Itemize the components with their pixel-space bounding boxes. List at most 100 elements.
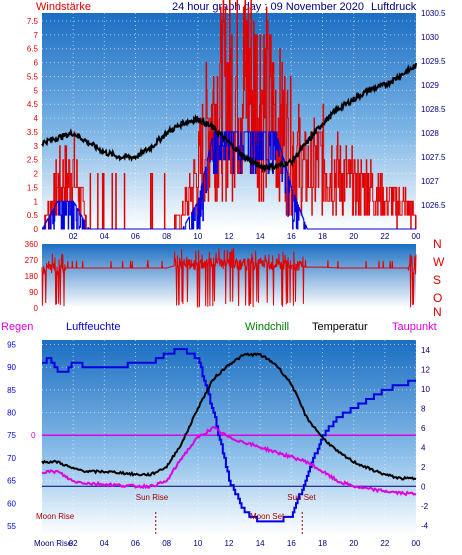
compass-label: N xyxy=(433,237,442,251)
moon-rise-label-bottom: Moon Rise xyxy=(34,539,73,548)
time-tick-label: 22 xyxy=(380,232,389,241)
windchill-label: Windchill xyxy=(245,321,289,333)
compass-label: O xyxy=(433,291,442,305)
direction-tick-label: 180 xyxy=(25,272,39,281)
wind-direction-line xyxy=(41,247,417,309)
pressure-tick-label: 1028 xyxy=(421,129,439,138)
time-tick-label: 22 xyxy=(380,539,389,548)
time-tick-label: 06 xyxy=(131,539,140,548)
time-tick-label: 04 xyxy=(100,539,109,548)
time-tick-label: 10 xyxy=(193,232,202,241)
temperature-tick-label: 4 xyxy=(421,443,426,452)
humidity-tick-label: 80 xyxy=(7,409,16,418)
time-tick-label: 14 xyxy=(256,232,265,241)
wind-tick-label: 6 xyxy=(34,59,39,68)
pressure-line xyxy=(41,62,417,174)
temperature-line xyxy=(41,352,417,481)
temperature-tick-label: -4 xyxy=(421,521,429,530)
time-tick-label: 10 xyxy=(193,539,202,548)
wind-gust-series xyxy=(42,131,416,230)
wind-tick-label: 2 xyxy=(34,170,39,179)
temperature-tick-label: 2 xyxy=(421,463,426,472)
humidity-tick-label: 95 xyxy=(7,341,16,350)
wind-tick-label: 7.5 xyxy=(27,17,39,26)
time-axis-ticks-bottom: 02 04 06 08 10 12 14 16 18 20 22 00 xyxy=(69,539,421,548)
wind-direction-plot-area xyxy=(42,244,416,308)
wind-tick-label: 3 xyxy=(34,142,39,151)
wind-tick-label: 3.5 xyxy=(27,128,39,137)
humidity-axis-ticks: 55 60 65 70 75 80 85 90 95 xyxy=(7,341,16,531)
regen-value: 0 xyxy=(31,431,36,440)
humidity-tick-label: 65 xyxy=(7,477,16,486)
moon-set-label: Moon Set xyxy=(250,512,285,521)
pressure-tick-label: 1030.5 xyxy=(421,9,446,18)
pressure-tick-label: 1030 xyxy=(421,33,439,42)
direction-tick-label: 270 xyxy=(25,256,39,265)
temperature-tick-label: 14 xyxy=(421,346,430,355)
time-tick-label: 02 xyxy=(69,232,78,241)
direction-tick-label: 0 xyxy=(34,304,39,313)
time-tick-label: 06 xyxy=(131,232,140,241)
wind-tick-label: 5.5 xyxy=(27,72,39,81)
wind-tick-label: 2.5 xyxy=(27,156,39,165)
temperature-tick-label: 12 xyxy=(421,365,430,374)
time-tick-label: 20 xyxy=(349,232,358,241)
time-tick-label: 16 xyxy=(287,232,296,241)
wind-tick-label: 4.5 xyxy=(27,100,39,109)
compass-label: S xyxy=(433,273,441,287)
wind-tick-label: 1 xyxy=(34,197,39,206)
luftfeuchte-label: Luftfeuchte xyxy=(66,321,120,333)
temperature-tick-label: 6 xyxy=(421,424,426,433)
page-title: 24 hour graph day : 09 November 2020 xyxy=(172,1,364,13)
compass-label: N xyxy=(433,305,442,319)
time-tick-label: 18 xyxy=(318,232,327,241)
taupunkt-label: Taupunkt xyxy=(392,321,437,333)
time-tick-label: 08 xyxy=(162,539,171,548)
wind-tick-label: 6.5 xyxy=(27,45,39,54)
compass-label: W xyxy=(433,255,445,269)
direction-axis-ticks: 0 90 180 270 360 xyxy=(25,240,39,313)
time-axis-ticks-top: 02 04 06 08 10 12 14 16 18 20 22 00 xyxy=(69,232,421,241)
wind-gust-line xyxy=(42,131,416,230)
wind-tick-label: 7 xyxy=(34,31,39,40)
humidity-tick-label: 55 xyxy=(7,522,16,531)
dewpoint-line xyxy=(41,425,417,497)
time-tick-label: 00 xyxy=(412,232,421,241)
time-tick-label: 00 xyxy=(412,539,421,548)
pressure-tick-label: 1029 xyxy=(421,81,439,90)
pressure-tick-label: 1026.5 xyxy=(421,201,446,210)
regen-label: Regen xyxy=(1,321,33,333)
pressure-axis-ticks: 1026.5 1027 1027.5 1028 1028.5 1029 1029.5 1030… xyxy=(421,9,446,210)
temperature-tick-label: -2 xyxy=(421,502,429,511)
wind-tick-label: 1.5 xyxy=(27,183,39,192)
wind-tick-label: 0 xyxy=(34,225,39,234)
pressure-tick-label: 1027 xyxy=(421,177,439,186)
temperature-tick-label: 10 xyxy=(421,385,430,394)
temperature-tick-label: 8 xyxy=(421,404,426,413)
humidity-tick-label: 60 xyxy=(7,499,16,508)
time-tick-label: 12 xyxy=(225,539,234,548)
temperature-axis-ticks: -4 -2 0 2 4 6 8 10 12 14 xyxy=(421,346,430,531)
pressure-tick-label: 1029.5 xyxy=(421,57,446,66)
humidity-tick-label: 85 xyxy=(7,386,16,395)
humidity-temperature-grid xyxy=(42,340,417,535)
wind-tick-label: 4 xyxy=(34,114,39,123)
direction-tick-label: 360 xyxy=(25,240,39,249)
wind-axis-title: Windstärke xyxy=(36,1,91,13)
pressure-axis-title: Luftdruck xyxy=(371,1,417,13)
time-tick-label: 02 xyxy=(69,539,78,548)
moon-rise-label-top: Moon Rise xyxy=(36,512,75,521)
wind-tick-label: 0.5 xyxy=(27,211,39,220)
sun-set-label: Sun Set xyxy=(287,493,316,502)
time-tick-label: 12 xyxy=(225,232,234,241)
time-tick-label: 18 xyxy=(318,539,327,548)
humidity-line xyxy=(42,348,416,523)
temperatur-label: Temperatur xyxy=(312,321,368,333)
time-tick-label: 04 xyxy=(100,232,109,241)
humidity-tick-label: 90 xyxy=(7,363,16,372)
wind-axis-ticks: 0 0.5 1 1.5 2 2.5 3 3.5 4 4.5 5 5.5 6 6.5 7 7.5 xyxy=(27,17,39,234)
wind-tick-label: 5 xyxy=(34,86,39,95)
